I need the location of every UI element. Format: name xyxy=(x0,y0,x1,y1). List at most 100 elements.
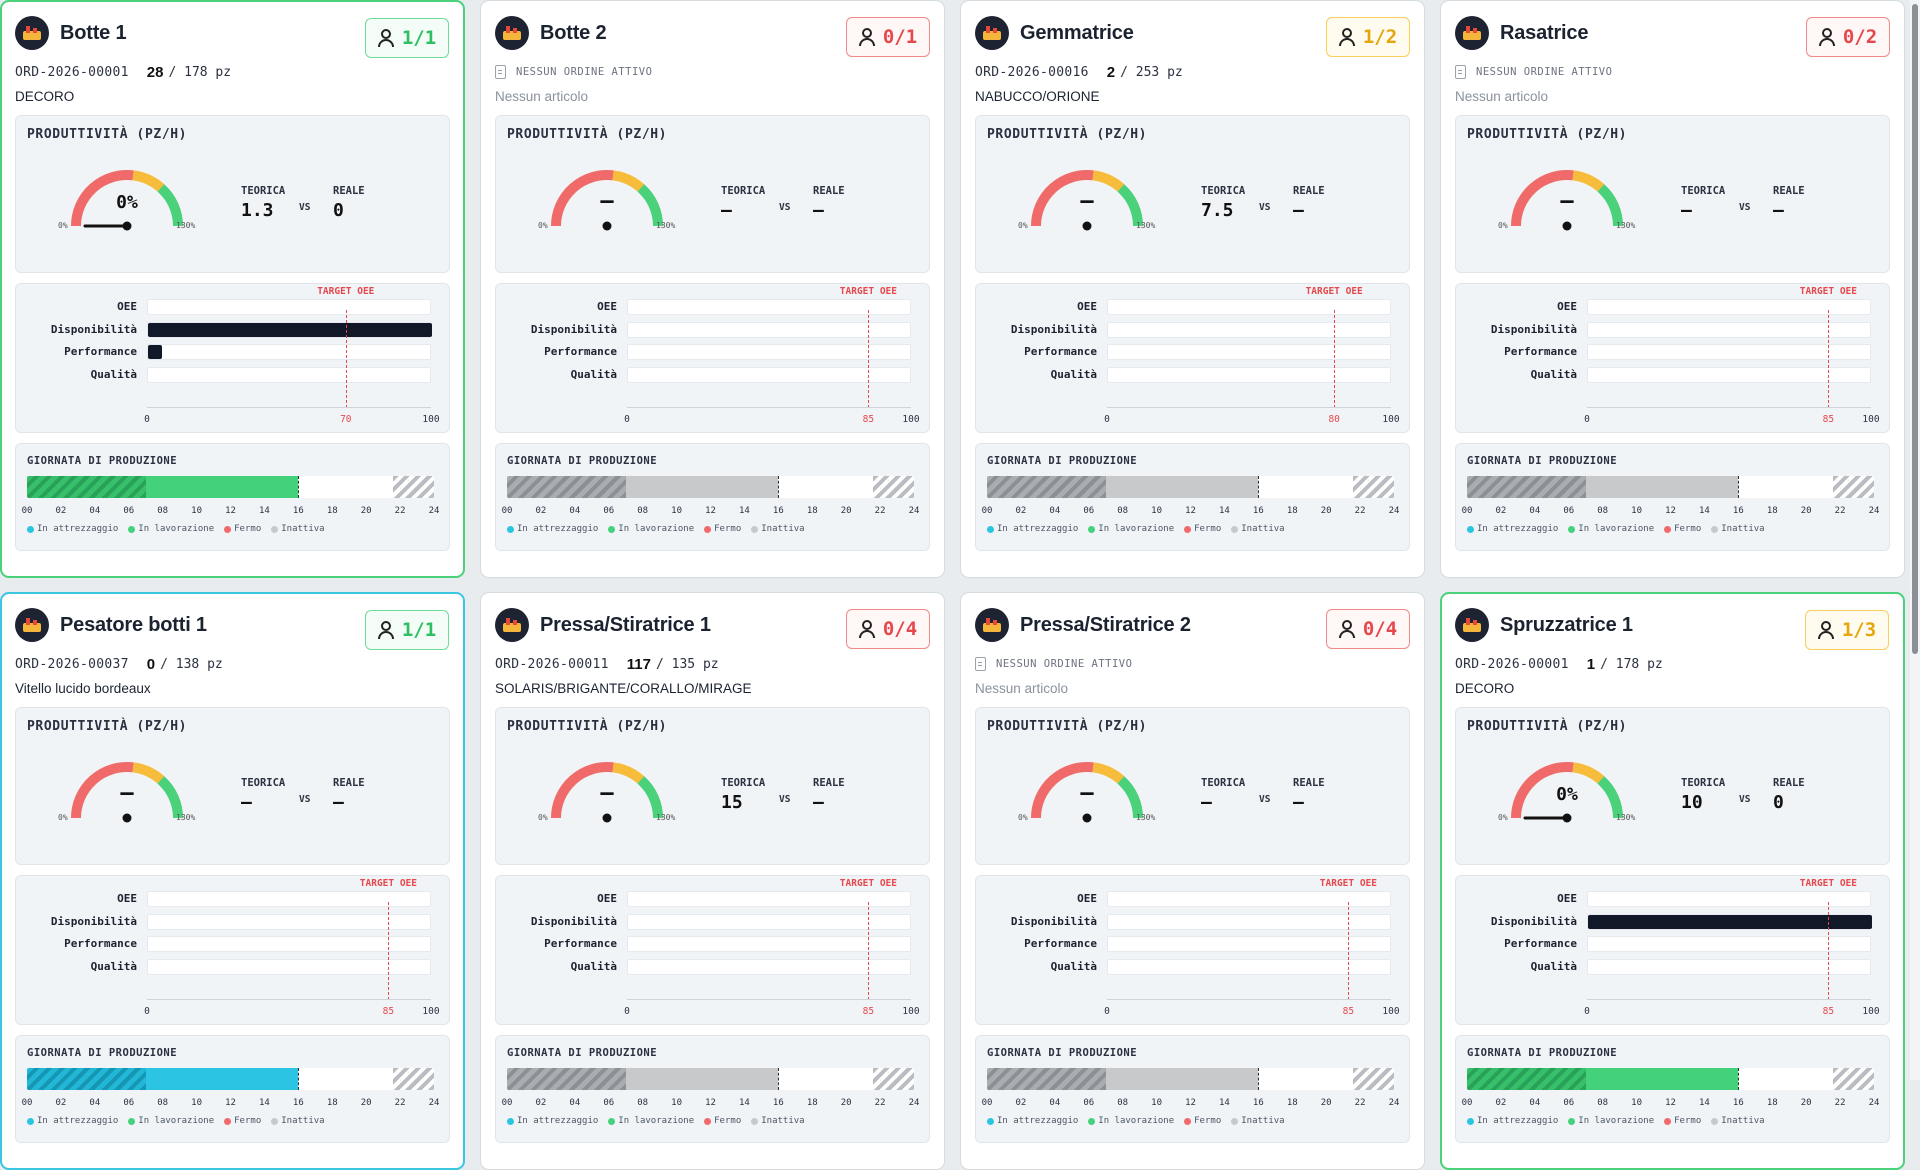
user-icon xyxy=(1818,28,1835,46)
operators-count: 1/2 xyxy=(1362,26,1398,48)
legend-work: In lavorazione xyxy=(1088,1116,1174,1126)
legend-stop: Fermo xyxy=(1664,1116,1701,1126)
factory-icon xyxy=(15,16,49,50)
productivity-title: PRODUTTIVITÀ (PZ/H) xyxy=(27,127,188,142)
production-day-title: GIORNATA DI PRODUZIONE xyxy=(27,1047,178,1059)
oee-panel: OEE Disponibilità Performance Qualità TARGET… xyxy=(495,875,930,1025)
legend-stop: Fermo xyxy=(224,524,261,534)
hour-tick: 04 xyxy=(89,1098,101,1108)
real-value: 0 xyxy=(333,200,344,221)
oee-panel: OEE Disponibilità Performance Qualità TARGET… xyxy=(15,283,450,433)
hour-tick: 20 xyxy=(1800,506,1812,516)
hour-tick: 10 xyxy=(191,506,202,516)
scrollbar-thumb[interactable] xyxy=(1912,4,1918,654)
machine-card-1[interactable]: Botte 2 0/1 NESSUN ORDINE ATTIVO Nessun … xyxy=(480,0,945,578)
oee-row-0: OEE xyxy=(1456,891,1889,907)
timeline-legend: In attrezzaggio In lavorazione Fermo Inatti… xyxy=(1467,1116,1775,1126)
gauge-red-zone xyxy=(1031,170,1094,227)
timeline-segment-current xyxy=(1105,476,1259,498)
hour-tick: 14 xyxy=(1218,1098,1230,1108)
legend-dot xyxy=(1231,1117,1239,1125)
legend-label: Inattiva xyxy=(1241,524,1285,534)
legend-label: Fermo xyxy=(714,1116,742,1126)
hour-tick: 04 xyxy=(1529,1098,1541,1108)
legend-setup: In attrezzaggio xyxy=(27,524,118,534)
hour-tick: 12 xyxy=(225,1098,236,1108)
real-label: REALE xyxy=(1773,185,1805,197)
legend-dot xyxy=(987,525,994,533)
gauge-red-zone xyxy=(551,170,614,227)
oee-bar-track xyxy=(1587,913,1872,930)
legend-inactive: Inattiva xyxy=(751,524,805,534)
gauge-min-label: 0% xyxy=(1018,813,1028,822)
hour-tick: 08 xyxy=(1597,1098,1609,1108)
machine-card-7[interactable]: Spruzzatrice 1 1/3 ORD-2026-00001 1/ 178 … xyxy=(1440,592,1905,1170)
legend-dot xyxy=(1664,1117,1672,1125)
operators-badge[interactable]: 1/1 xyxy=(365,610,449,650)
timeline-legend: In attrezzaggio In lavorazione Fermo Inatti… xyxy=(987,524,1295,534)
legend-dot xyxy=(608,525,616,533)
operators-badge[interactable]: 0/4 xyxy=(846,609,930,649)
oee-label: Disponibilità xyxy=(1010,322,1097,336)
axis-target-tick: 80 xyxy=(1328,414,1340,425)
oee-bar-fill xyxy=(1588,914,1872,929)
real-value: 0 xyxy=(1773,792,1784,813)
productivity-title: PRODUTTIVITÀ (PZ/H) xyxy=(507,127,668,142)
oee-row-3: Qualità xyxy=(16,958,449,975)
legend-dot xyxy=(507,525,514,533)
user-icon xyxy=(858,28,875,46)
hour-tick: 10 xyxy=(671,1098,682,1108)
oee-row-2: Performance xyxy=(976,344,1409,360)
legend-label: In attrezzaggio xyxy=(1477,1116,1559,1126)
legend-label: In lavorazione xyxy=(1098,1116,1175,1126)
production-day-title: GIORNATA DI PRODUZIONE xyxy=(987,1047,1138,1059)
order-line: ORD-2026-00001 1/ 178 pz xyxy=(1455,653,1890,675)
legend-dot xyxy=(507,1117,514,1125)
legend-setup: In attrezzaggio xyxy=(1467,524,1558,534)
machine-name: Pressa/Stiratrice 1 xyxy=(540,613,711,636)
oee-axis xyxy=(1587,999,1871,1000)
oee-label: OEE xyxy=(1557,892,1577,905)
machine-card-3[interactable]: Rasatrice 0/2 NESSUN ORDINE ATTIVO Nessu… xyxy=(1440,0,1905,578)
operators-badge[interactable]: 0/4 xyxy=(1326,609,1410,649)
legend-work: In lavorazione xyxy=(608,524,694,534)
user-icon xyxy=(377,29,394,47)
machine-card-4[interactable]: Pesatore botti 1 1/1 ORD-2026-00037 0/ 13… xyxy=(0,592,465,1170)
oee-bar-fill xyxy=(148,345,163,359)
scrollbar[interactable] xyxy=(1910,0,1920,1080)
timeline-now-marker xyxy=(1738,1068,1740,1090)
gauge-min-label: 0% xyxy=(58,813,68,822)
oee-row-3: Qualità xyxy=(16,366,449,383)
operators-badge[interactable]: 1/2 xyxy=(1326,17,1410,57)
oee-row-2: Performance xyxy=(16,936,449,952)
oee-row-3: Qualità xyxy=(976,366,1409,383)
document-icon xyxy=(495,65,506,79)
factory-icon xyxy=(1455,16,1489,50)
machine-card-0[interactable]: Botte 1 1/1 ORD-2026-00001 28/ 178 pz DEC… xyxy=(0,0,465,578)
machine-card-5[interactable]: Pressa/Stiratrice 1 0/4 ORD-2026-00011 11… xyxy=(480,592,945,1170)
oee-row-0: OEE xyxy=(16,891,449,907)
oee-row-0: OEE xyxy=(496,299,929,315)
timeline-now-marker xyxy=(298,476,300,498)
operators-badge[interactable]: 0/1 xyxy=(846,17,930,57)
oee-bar-track xyxy=(147,299,431,315)
machine-card-2[interactable]: Gemmatrice 1/2 ORD-2026-00016 2/ 253 pz N… xyxy=(960,0,1425,578)
real-label: REALE xyxy=(333,777,365,789)
productivity-panel: PRODUTTIVITÀ (PZ/H) 0% 130% – TEORICA VS R… xyxy=(975,707,1410,865)
target-oee-label: TARGET OEE xyxy=(359,878,417,889)
real-label: REALE xyxy=(1293,185,1325,197)
axis-target-tick: 70 xyxy=(340,414,352,425)
real-value: – xyxy=(1293,200,1304,221)
legend-dot xyxy=(1088,525,1096,533)
timeline-segment-current xyxy=(1585,1068,1739,1090)
machine-card-6[interactable]: Pressa/Stiratrice 2 0/4 NESSUN ORDINE AT… xyxy=(960,592,1425,1170)
factory-icon xyxy=(1455,608,1489,642)
legend-label: In lavorazione xyxy=(138,524,215,534)
operators-badge[interactable]: 0/2 xyxy=(1806,17,1890,57)
oee-row-2: Performance xyxy=(976,936,1409,952)
operators-count: 1/1 xyxy=(401,619,437,641)
production-day-title: GIORNATA DI PRODUZIONE xyxy=(507,455,658,467)
operators-badge[interactable]: 1/3 xyxy=(1805,610,1889,650)
operators-badge[interactable]: 1/1 xyxy=(365,18,449,58)
legend-label: Inattiva xyxy=(281,1116,325,1126)
